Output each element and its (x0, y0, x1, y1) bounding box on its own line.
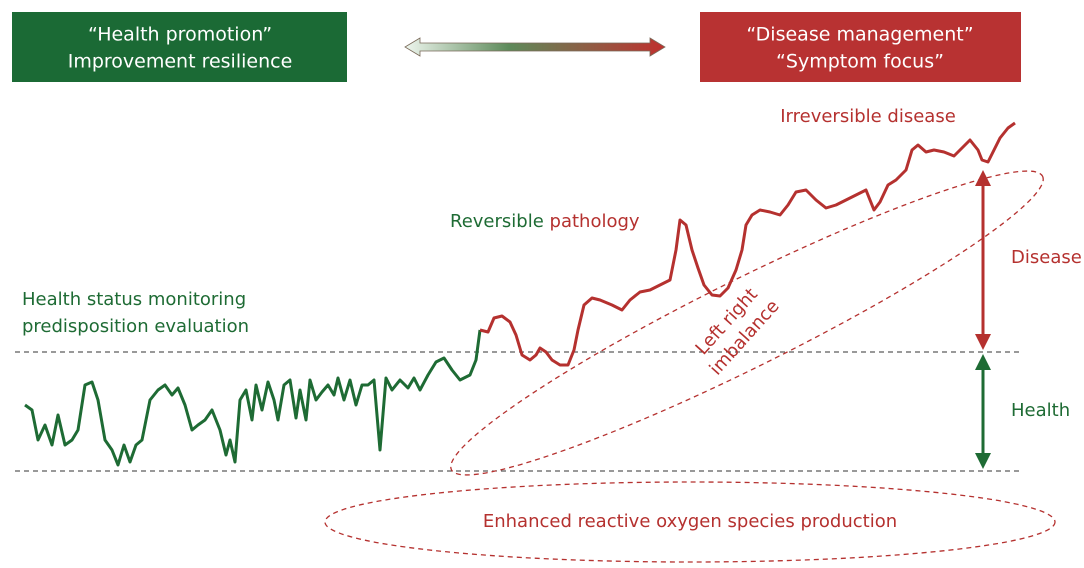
box-text: “Disease management” (746, 24, 973, 46)
imbalance-ellipse (450, 170, 1044, 476)
reversible-label: Reversible pathology (450, 211, 640, 232)
ros-ellipse (324, 481, 1056, 563)
health-promotion-box (12, 12, 347, 82)
irreversible-label: Irreversible disease (780, 106, 956, 127)
monitoring-label: Health status monitoring (22, 289, 246, 310)
ros-label: Enhanced reactive oxygen species product… (483, 511, 897, 532)
double-arrow (404, 37, 666, 57)
health-curve (24, 329, 482, 467)
disease-curve (479, 121, 1016, 367)
monitoring-label: predisposition evaluation (22, 316, 249, 337)
pathology-word: pathology (550, 211, 640, 232)
box-text: “Symptom focus” (776, 51, 944, 73)
disease-label: Disease (1011, 247, 1082, 268)
reversible-word: Reversible (450, 211, 544, 232)
disease-management-box (700, 12, 1021, 82)
box-text: “Health promotion” (88, 24, 272, 46)
health-label: Health (1011, 400, 1070, 421)
box-text: Improvement resilience (68, 51, 293, 73)
